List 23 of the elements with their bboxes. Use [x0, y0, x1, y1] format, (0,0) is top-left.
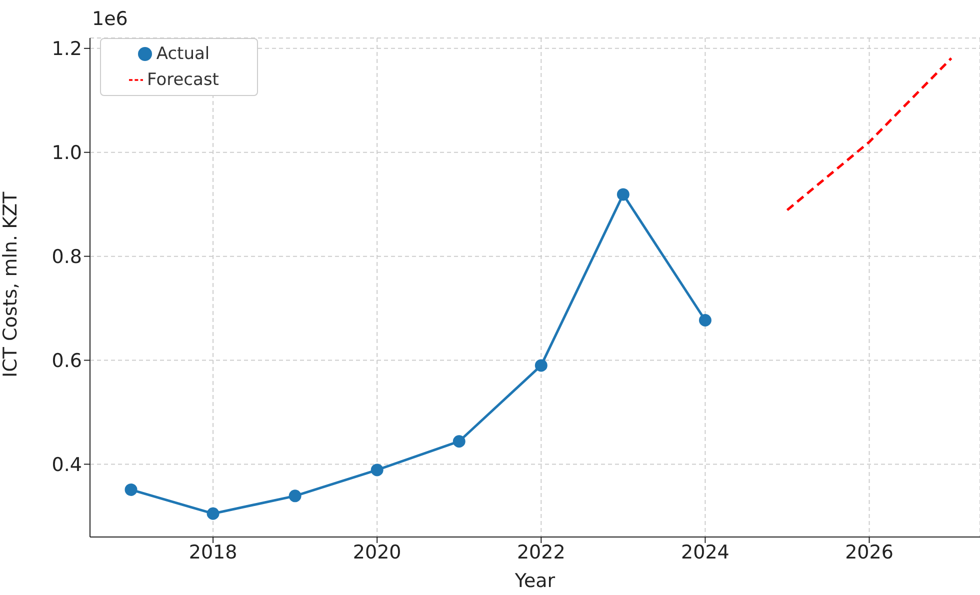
point	[452, 435, 466, 448]
x-tick-label: 2024	[681, 541, 730, 564]
text: 1e6	[92, 8, 128, 30]
y-tick-label: 0.6	[52, 350, 82, 372]
point	[288, 490, 302, 502]
y-tick-label: 0.8	[52, 246, 82, 268]
point	[124, 483, 138, 496]
legend-label: Actual	[156, 44, 210, 64]
y-tick-label: 0.4	[52, 454, 82, 476]
legend-label: Forecast	[147, 70, 219, 90]
x-axis-title: Year	[514, 570, 556, 592]
point	[698, 314, 712, 326]
x-tick-label: 2020	[352, 541, 402, 564]
y-tick-label: 1.2	[52, 38, 82, 60]
point	[370, 464, 384, 476]
point	[206, 507, 220, 520]
x-tick-label: 2026	[845, 541, 894, 564]
x-tick-label: 2018	[188, 541, 238, 564]
y-tick-label: 1.0	[52, 142, 82, 164]
y-axis-title: ICT Costs, mln. KZT	[0, 191, 22, 378]
x-tick-label: 2022	[516, 541, 566, 564]
point	[616, 188, 630, 201]
point	[534, 359, 548, 372]
